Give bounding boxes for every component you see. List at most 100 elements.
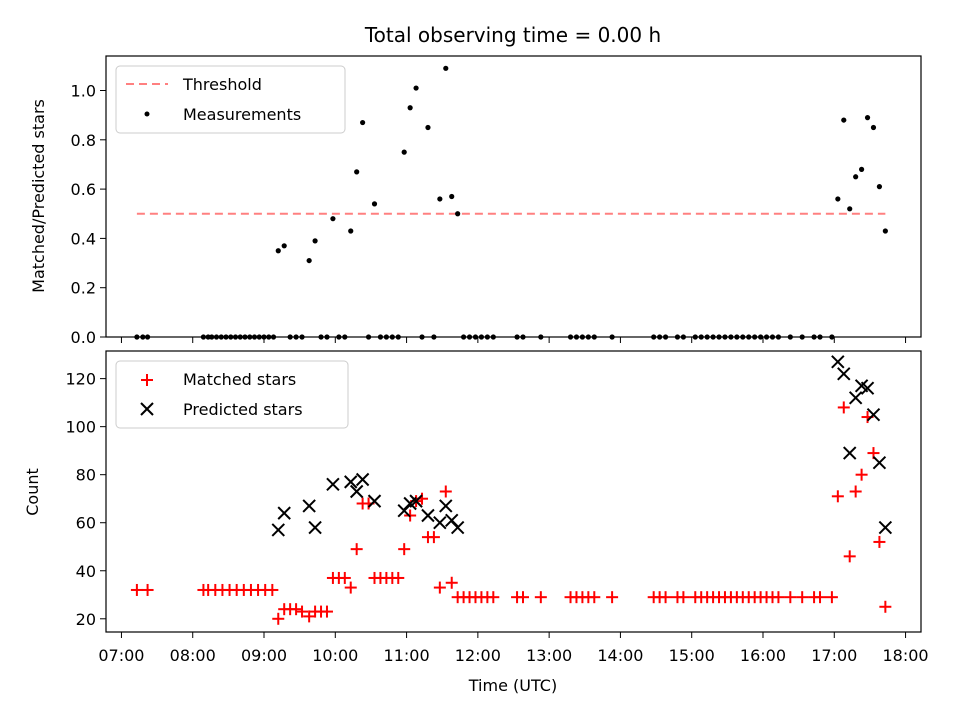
x-tick-label: 11:00 [384, 646, 430, 665]
measurement-point [348, 228, 354, 234]
predicted-star-marker [355, 472, 370, 487]
bottom-chart: 20 40 60 80 100 120 07:00 08:00 09:00 10:00 11:00… [23, 350, 929, 695]
measurement-point [281, 243, 287, 249]
measurement-point [275, 248, 281, 254]
predicted-star-marker [860, 381, 875, 395]
predicted-stars-points [271, 355, 893, 537]
matched-star-marker [296, 605, 309, 618]
predicted-star-marker [367, 494, 382, 508]
predicted-star-marker [302, 499, 316, 513]
matched-star-marker [772, 591, 785, 604]
matched-star-marker [487, 591, 500, 604]
matched-star-marker [831, 490, 844, 503]
predicted-star-marker [277, 506, 291, 520]
matched-star-marker [843, 550, 856, 563]
matched-star-marker [272, 612, 285, 625]
matched-stars-points [130, 401, 892, 625]
matched-star-marker [266, 583, 279, 596]
bottom-legend: Matched stars Predicted stars [115, 360, 349, 429]
matched-star-marker [784, 591, 797, 604]
predicted-star-marker [271, 523, 285, 537]
y-tick-label: 100 [65, 418, 96, 437]
x-tick-label: 17:00 [811, 646, 857, 665]
matched-star-marker [439, 485, 452, 498]
y-tick-label: 80 [76, 466, 96, 485]
measurement-point [858, 166, 865, 172]
predicted-star-marker [872, 455, 887, 470]
predicted-star-marker [421, 508, 435, 523]
predicted-star-marker [831, 355, 845, 369]
predicted-star-marker [349, 484, 364, 499]
legend-matched-swatch [141, 374, 153, 386]
x-tick-label: 09:00 [241, 646, 287, 665]
matched-star-marker [344, 581, 357, 594]
bottom-x-axis-ticks: 07:00 08:00 09:00 10:00 11:00 12:00 13:00 14:00… [98, 632, 929, 665]
matched-star-marker [534, 591, 547, 604]
y-tick-label: 0.4 [71, 229, 96, 248]
x-tick-label: 08:00 [170, 646, 216, 665]
predicted-star-marker [837, 367, 851, 381]
matched-star-marker [849, 485, 862, 498]
top-chart: 0.0 0.2 0.4 0.6 0.8 1.0 Matched/Predicted sta… [29, 55, 922, 347]
matched-star-marker [320, 605, 333, 618]
measurement-point [360, 119, 366, 126]
x-tick-label: 07:00 [98, 646, 144, 665]
measurement-point [847, 206, 853, 212]
y-tick-label: 60 [76, 514, 96, 533]
predicted-star-marker [308, 520, 322, 535]
x-tick-label: 10:00 [312, 646, 358, 665]
matched-star-marker [879, 600, 892, 613]
predicted-star-marker [439, 499, 453, 513]
predicted-star-marker [450, 520, 465, 535]
predicted-star-marker [843, 446, 857, 460]
measurement-point [330, 216, 336, 222]
top-axes-frame [105, 55, 922, 338]
matched-star-marker [855, 468, 868, 481]
matched-star-marker [837, 401, 850, 414]
x-tick-label: 16:00 [740, 646, 786, 665]
x-tick-label: 14:00 [597, 646, 643, 665]
measurement-point [835, 196, 841, 202]
legend-measurements-label: Measurements [183, 105, 301, 124]
measurement-point [853, 174, 859, 180]
bottom-axes-frame [105, 350, 922, 633]
bottom-legend-box [115, 360, 349, 429]
y-tick-label: 0.6 [71, 180, 96, 199]
matched-star-marker [814, 591, 827, 604]
measurement-point [413, 85, 419, 91]
measurement-point [882, 228, 888, 234]
matched-star-marker [606, 591, 619, 604]
y-tick-label: 0.2 [71, 279, 96, 298]
matched-star-marker [659, 591, 672, 604]
matched-star-marker [141, 583, 154, 596]
matched-star-marker [130, 583, 143, 596]
x-tick-label: 18:00 [883, 646, 929, 665]
legend-measurements-swatch [144, 111, 150, 117]
measurement-point [443, 65, 449, 71]
bottom-y-axis-label: Count [23, 468, 42, 516]
top-y-axis-ticks: 0.0 0.2 0.4 0.6 0.8 1.0 [71, 82, 106, 347]
measurement-point [306, 257, 312, 264]
x-tick-label: 15:00 [669, 646, 715, 665]
top-y-axis-label: Matched/Predicted stars [29, 99, 48, 293]
matched-star-marker [392, 571, 405, 584]
x-tick-label: 12:00 [455, 646, 501, 665]
matched-star-marker [588, 591, 601, 604]
predicted-star-marker [409, 494, 423, 508]
matched-star-marker [350, 543, 363, 556]
matched-star-marker [517, 591, 530, 604]
predicted-star-marker [866, 407, 881, 422]
predicted-star-marker [344, 475, 358, 489]
measurement-point [870, 124, 877, 131]
measurement-point [312, 238, 318, 244]
legend-predicted-label: Predicted stars [183, 400, 303, 419]
matched-star-marker [873, 535, 886, 548]
legend-matched-label: Matched stars [183, 370, 296, 389]
top-legend: Threshold Measurements [115, 65, 346, 134]
measurement-point [425, 124, 431, 131]
measurement-point [371, 201, 378, 207]
y-tick-label: 20 [76, 610, 96, 629]
y-tick-label: 120 [65, 370, 96, 389]
measurement-point [407, 105, 413, 111]
